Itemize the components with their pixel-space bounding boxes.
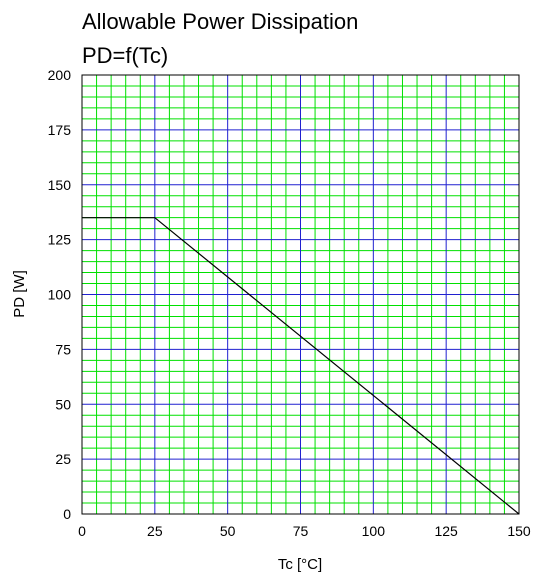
- series-group: [82, 217, 520, 515]
- series-line: [82, 217, 520, 515]
- x-tick-label: 0: [78, 523, 86, 539]
- x-tick-labels: 0 25 50 75 100 125 150: [78, 523, 531, 539]
- plot-frame: [81, 74, 520, 515]
- y-tick-label: 0: [63, 506, 71, 522]
- y-tick-label: 125: [48, 232, 72, 248]
- x-axis-label: Tc [°C]: [278, 556, 322, 573]
- x-tick-label: 125: [434, 523, 458, 539]
- y-tick-label: 25: [55, 451, 71, 467]
- y-tick-label: 100: [48, 287, 72, 303]
- y-tick-label: 200: [48, 67, 72, 83]
- y-tick-label: 75: [55, 341, 71, 357]
- x-tick-label: 50: [220, 523, 236, 539]
- y-tick-label: 150: [48, 177, 72, 193]
- y-tick-label: 50: [55, 396, 71, 412]
- x-tick-label: 25: [147, 523, 163, 539]
- major-grid: [82, 75, 519, 514]
- x-tick-label: 100: [362, 523, 386, 539]
- x-tick-label: 150: [507, 523, 531, 539]
- y-tick-label: 175: [48, 122, 72, 138]
- y-axis-label: PD [W]: [11, 270, 28, 318]
- x-tick-label: 75: [293, 523, 309, 539]
- chart-subtitle: PD=f(Tc): [82, 43, 168, 68]
- y-tick-labels: 0 25 50 75 100 125 150 175 200: [48, 67, 72, 522]
- chart-title: Allowable Power Dissipation: [82, 9, 358, 34]
